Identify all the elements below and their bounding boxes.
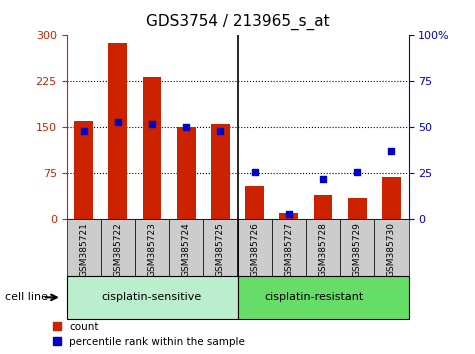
Bar	[306, 219, 340, 276]
Bar	[238, 219, 272, 276]
Bar	[238, 276, 408, 319]
Text: GDS3754 / 213965_s_at: GDS3754 / 213965_s_at	[146, 14, 329, 30]
Point	[217, 128, 224, 134]
Bar	[211, 124, 230, 219]
Bar	[66, 219, 101, 276]
Bar	[101, 219, 135, 276]
Point	[182, 125, 190, 130]
Bar	[272, 219, 306, 276]
Point	[80, 128, 87, 134]
Point	[353, 169, 361, 175]
Bar	[135, 219, 169, 276]
Point	[319, 176, 327, 182]
Text: GSM385723: GSM385723	[148, 222, 156, 277]
Text: cisplatin-resistant: cisplatin-resistant	[265, 292, 364, 302]
Text: cell line: cell line	[5, 292, 48, 302]
Bar	[74, 121, 93, 219]
Bar	[177, 127, 196, 219]
Bar	[374, 219, 408, 276]
Text: GSM385726: GSM385726	[250, 222, 259, 277]
Bar	[142, 76, 162, 219]
Text: GSM385725: GSM385725	[216, 222, 225, 277]
Point	[114, 119, 122, 125]
Text: cisplatin-sensitive: cisplatin-sensitive	[102, 292, 202, 302]
Bar	[279, 213, 298, 219]
Point	[285, 211, 293, 217]
Text: GSM385721: GSM385721	[79, 222, 88, 277]
Point	[148, 121, 156, 127]
Bar	[108, 44, 127, 219]
Point	[388, 149, 395, 154]
Text: GSM385730: GSM385730	[387, 222, 396, 277]
Text: GSM385724: GSM385724	[182, 222, 190, 277]
Text: GSM385722: GSM385722	[114, 222, 122, 277]
Bar	[169, 219, 203, 276]
Bar	[340, 219, 374, 276]
Bar	[203, 219, 238, 276]
Bar	[66, 276, 238, 319]
Text: GSM385728: GSM385728	[319, 222, 327, 277]
Bar	[314, 195, 332, 219]
Point	[251, 169, 258, 175]
Text: GSM385727: GSM385727	[285, 222, 293, 277]
Text: GSM385729: GSM385729	[353, 222, 361, 277]
Bar	[245, 186, 264, 219]
Legend: count, percentile rank within the sample: count, percentile rank within the sample	[53, 322, 245, 347]
Bar	[348, 198, 367, 219]
Bar	[382, 177, 401, 219]
